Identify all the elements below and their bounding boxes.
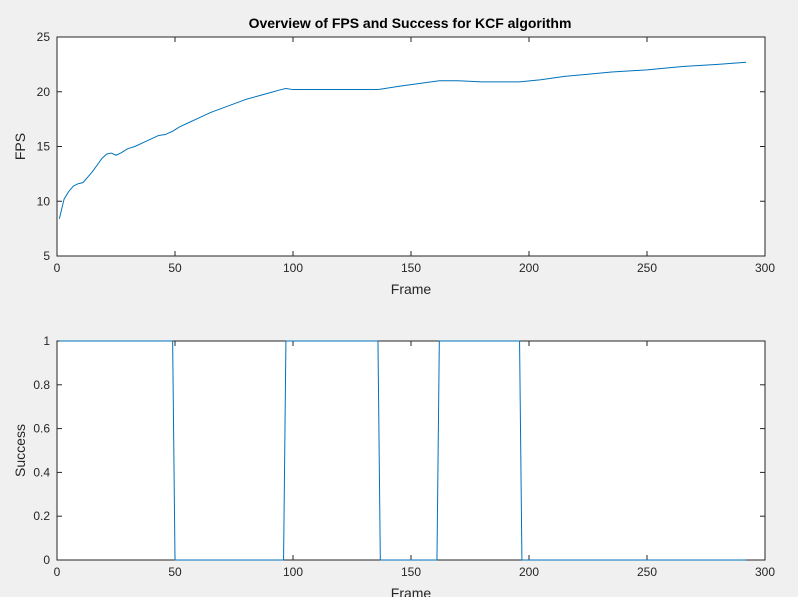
success-ytick-label: 0.2 (33, 509, 50, 523)
fps-plot-area (56, 36, 766, 257)
figure-title: Overview of FPS and Success for KCF algo… (249, 15, 572, 31)
success-ytick-label: 0 (43, 553, 50, 567)
success-ylabel: Success (12, 424, 28, 477)
fps-xtick-label: 150 (401, 261, 421, 275)
fps-ylabel: FPS (12, 133, 28, 160)
success-ytick-label: 1 (43, 334, 50, 348)
success-xtick-label: 150 (401, 565, 421, 579)
fps-xtick-label: 50 (168, 261, 182, 275)
fps-xtick-label: 0 (54, 261, 61, 275)
success-xtick-label: 300 (755, 565, 775, 579)
success-xtick-label: 200 (519, 565, 539, 579)
fps-xtick-label: 300 (755, 261, 775, 275)
success-xtick-label: 50 (168, 565, 182, 579)
success-plot-area (56, 340, 766, 561)
success-series-line (59, 340, 747, 561)
success-xtick-label: 250 (637, 565, 657, 579)
success-ytick-label: 0.8 (33, 378, 50, 392)
fps-ytick-label: 10 (37, 194, 51, 208)
success-axes: 0 50 100 150 200 250 300 0 0.2 0.4 0.6 0.8 1 Frame Suc… (12, 334, 775, 597)
success-xtick-label: 0 (54, 565, 61, 579)
success-xlabel: Frame (391, 585, 432, 597)
fps-ytick-label: 15 (37, 140, 51, 154)
success-ytick-label: 0.4 (33, 465, 50, 479)
fps-ytick-label: 5 (43, 249, 50, 263)
fps-series-line (58, 61, 747, 219)
fps-ytick-label: 20 (37, 85, 51, 99)
fps-xtick-label: 100 (283, 261, 303, 275)
fps-xlabel: Frame (391, 281, 432, 297)
fps-axes: 0 50 100 150 200 250 300 5 10 15 20 25 Frame FPS (12, 30, 775, 297)
fps-xtick-label: 250 (637, 261, 657, 275)
fps-ytick-label: 25 (37, 30, 51, 44)
success-ytick-label: 0.6 (33, 422, 50, 436)
fps-xtick-label: 200 (519, 261, 539, 275)
success-xtick-label: 100 (283, 565, 303, 579)
